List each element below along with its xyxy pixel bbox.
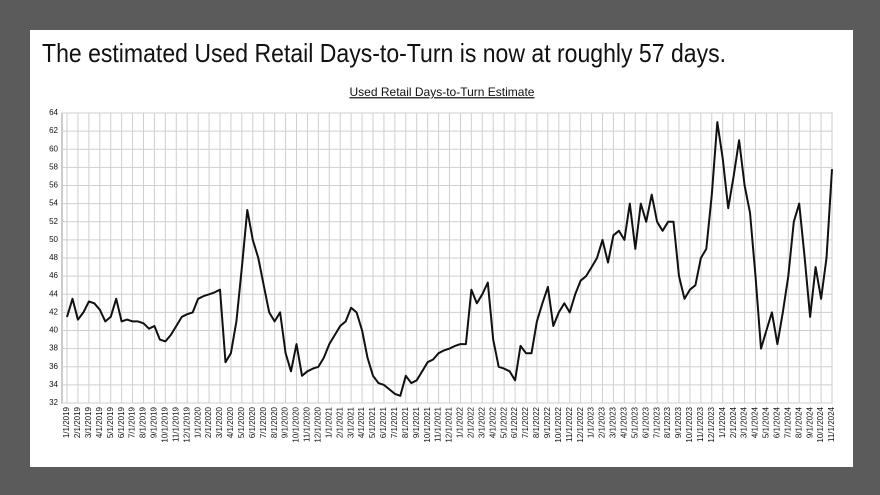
y-tick-label: 46	[49, 271, 58, 280]
x-tick-label: 10/1/2019	[160, 406, 169, 442]
slide-background	[30, 30, 853, 467]
x-tick-label: 4/1/2021	[357, 406, 366, 438]
x-tick-label: 12/1/2019	[182, 406, 191, 442]
data-line	[66, 121, 833, 397]
x-tick-label: 4/1/2023	[619, 406, 628, 438]
x-tick-label: 5/1/2020	[237, 406, 246, 438]
x-tick-label: 3/1/2023	[609, 406, 618, 438]
x-tick-label: 7/1/2023	[652, 406, 661, 438]
chart-title: Used Retail Days-to-Turn Estimate	[350, 85, 535, 99]
x-tick-label: 10/1/2024	[816, 406, 825, 442]
x-tick-label: 7/1/2020	[259, 406, 268, 438]
x-tick-label: 10/1/2022	[554, 406, 563, 442]
x-tick-label: 2/1/2020	[204, 406, 213, 438]
x-tick-label: 5/1/2019	[106, 406, 115, 438]
x-tick-label: 8/1/2022	[532, 406, 541, 438]
y-tick-label: 34	[49, 380, 58, 389]
y-tick-label: 54	[49, 199, 58, 208]
y-tick-label: 50	[49, 235, 58, 244]
x-tick-label: 4/1/2020	[226, 406, 235, 438]
x-tick-label: 8/1/2019	[139, 406, 148, 438]
x-tick-label: 12/1/2022	[576, 406, 585, 442]
y-tick-label: 52	[49, 217, 58, 226]
y-tick-label: 64	[49, 108, 58, 117]
y-tick-label: 60	[49, 144, 58, 153]
x-tick-label: 9/1/2020	[281, 406, 290, 438]
x-tick-label: 10/1/2023	[685, 406, 694, 442]
y-tick-label: 48	[49, 253, 58, 262]
x-tick-label: 5/1/2021	[368, 406, 377, 438]
y-tick-label: 62	[49, 126, 58, 135]
x-tick-label: 4/1/2019	[95, 406, 104, 438]
x-tick-label: 3/1/2020	[215, 406, 224, 438]
y-tick-label: 42	[49, 307, 58, 316]
x-tick-label: 1/1/2023	[587, 406, 596, 438]
y-tick-label: 44	[49, 289, 58, 298]
x-tick-label: 9/1/2019	[150, 406, 159, 438]
x-tick-label: 6/1/2024	[772, 406, 781, 438]
x-tick-label: 3/1/2019	[84, 406, 93, 438]
x-tick-label: 1/1/2019	[62, 406, 71, 438]
y-tick-label: 32	[49, 398, 58, 407]
x-tick-label: 10/1/2020	[292, 406, 301, 442]
x-tick-label: 9/1/2024	[805, 406, 814, 438]
x-tick-label: 10/1/2021	[423, 406, 432, 442]
x-tick-label: 6/1/2019	[117, 406, 126, 438]
x-tick-label: 2/1/2022	[466, 406, 475, 438]
x-tick-label: 12/1/2020	[313, 406, 322, 442]
x-tick-label: 11/1/2021	[434, 406, 443, 442]
y-tick-label: 36	[49, 362, 58, 371]
x-tick-label: 8/1/2020	[270, 406, 279, 438]
x-tick-label: 7/1/2021	[390, 406, 399, 438]
x-tick-label: 7/1/2022	[521, 406, 530, 438]
x-tick-label: 8/1/2024	[794, 406, 803, 438]
x-tick-label: 11/1/2022	[565, 406, 574, 442]
x-tick-label: 1/1/2024	[718, 406, 727, 438]
x-tick-label: 3/1/2022	[477, 406, 486, 438]
x-tick-label: 2/1/2019	[73, 406, 82, 438]
headline: The estimated Used Retail Days-to-Turn i…	[42, 38, 726, 68]
x-tick-label: 3/1/2024	[740, 406, 749, 438]
x-tick-label: 11/1/2019	[171, 406, 180, 442]
x-tick-label: 5/1/2024	[762, 406, 771, 438]
x-tick-label: 9/1/2021	[412, 406, 421, 438]
x-tick-label: 2/1/2024	[729, 406, 738, 438]
x-tick-label: 8/1/2021	[401, 406, 410, 438]
x-tick-label: 7/1/2024	[783, 406, 792, 438]
x-tick-label: 7/1/2019	[128, 406, 137, 438]
x-tick-label: 5/1/2023	[630, 406, 639, 438]
x-tick-label: 12/1/2021	[445, 406, 454, 442]
x-tick-label: 4/1/2022	[488, 406, 497, 438]
x-tick-label: 6/1/2020	[248, 406, 257, 438]
y-tick-label: 58	[49, 162, 58, 171]
x-tick-label: 11/1/2024	[827, 406, 836, 442]
y-tick-label: 38	[49, 344, 58, 353]
x-tick-label: 11/1/2020	[303, 406, 312, 442]
x-tick-label: 2/1/2023	[598, 406, 607, 438]
x-tick-label: 9/1/2022	[543, 406, 552, 438]
x-tick-label: 6/1/2021	[379, 406, 388, 438]
x-tick-label: 9/1/2023	[674, 406, 683, 438]
x-tick-label: 8/1/2023	[663, 406, 672, 438]
y-tick-label: 40	[49, 326, 58, 335]
x-tick-label: 6/1/2022	[510, 406, 519, 438]
x-tick-label: 2/1/2021	[335, 406, 344, 438]
x-tick-label: 11/1/2023	[696, 406, 705, 442]
x-tick-label: 1/1/2020	[193, 406, 202, 438]
x-tick-label: 4/1/2024	[751, 406, 760, 438]
x-tick-label: 12/1/2023	[707, 406, 716, 442]
x-tick-label: 6/1/2023	[641, 406, 650, 438]
y-tick-label: 56	[49, 181, 58, 190]
x-tick-label: 3/1/2021	[346, 406, 355, 438]
x-tick-label: 5/1/2022	[499, 406, 508, 438]
x-tick-label: 1/1/2021	[324, 406, 333, 438]
x-tick-label: 1/1/2022	[456, 406, 465, 438]
